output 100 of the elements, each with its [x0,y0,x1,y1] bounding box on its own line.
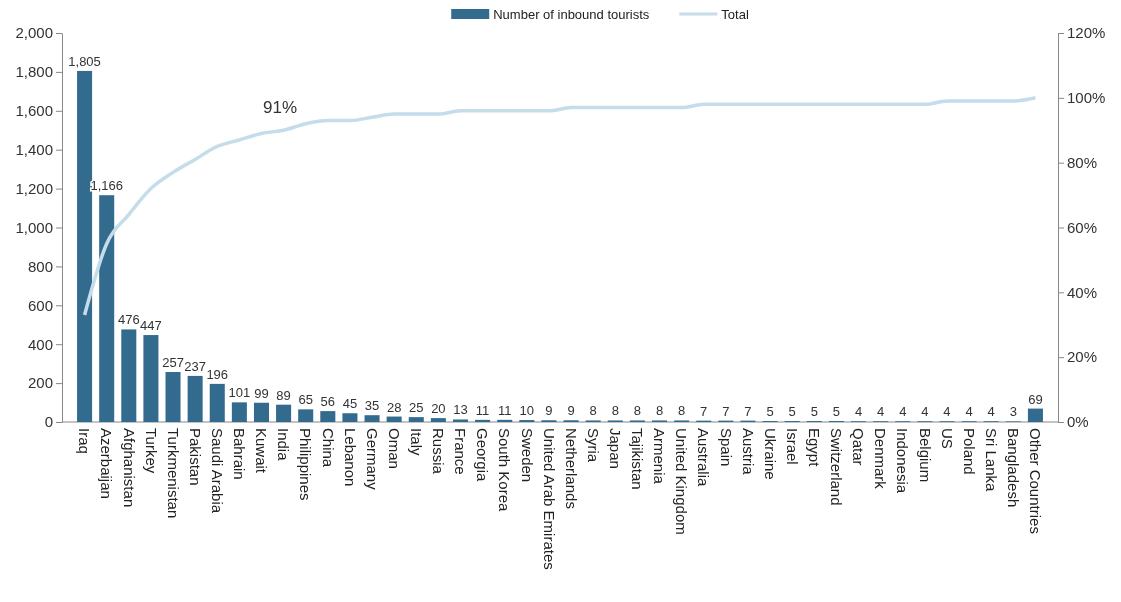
y-tick-label: 1,200 [15,179,53,197]
x-tick-label: United Arab Emirates [540,428,558,570]
x-tick-label: Oman [385,428,403,469]
data-label: 8 [678,403,686,419]
y2-tick-label: 100% [1067,89,1106,107]
x-tick-label: Saudi Arabia [209,428,226,514]
data-label: 4 [921,404,929,420]
data-label: 65 [298,392,313,408]
x-tick-label: United Kingdom [673,428,691,535]
y-tick-label: 800 [27,257,53,275]
data-label: 4 [899,404,907,420]
data-label: 25 [409,400,424,416]
x-tick-label: Switzerland [828,428,846,506]
legend-label: Total [721,6,749,22]
x-tick-label: Germany [363,428,381,491]
x-tick-label: Italy [408,428,426,457]
bar [386,416,402,422]
y-tick-label: 1,000 [15,218,53,236]
x-tick-label: Australia [695,428,713,488]
y-tick-label: 2,000 [15,24,53,42]
bar [77,70,93,422]
y-tick-label: 1,800 [15,63,53,81]
data-label: 99 [254,385,269,401]
legend-label: Number of inbound tourists [493,6,650,22]
x-tick-label: Afghanistan [120,428,138,508]
bar [452,419,469,422]
data-label: 257 [162,355,184,371]
x-tick-label: Egypt [806,428,824,468]
x-tick-label: Kuwait [253,428,271,474]
x-tick-label: Syria [584,428,602,463]
x-tick-label: Netherlands [562,428,580,509]
bar [475,419,491,422]
data-label: 1,805 [68,53,101,69]
x-tick-label: Turkey [142,428,160,474]
x-tick-label: China [319,428,337,468]
data-label: 69 [1028,391,1043,407]
data-label: 5 [788,404,796,420]
data-label: 11 [497,402,512,418]
bar [165,372,181,422]
x-tick-label: Ukraine [761,428,779,480]
bar [497,419,513,422]
bar [430,418,446,422]
x-tick-label: Philippines [297,428,315,501]
x-tick-label: Bahrain [231,428,249,480]
x-tick-label: France [452,428,470,475]
data-label: 5 [766,404,774,420]
data-label: 28 [386,399,402,415]
bar [121,329,137,422]
x-tick-label: Israel [783,428,801,465]
y2-tick-label: 120% [1067,24,1106,42]
data-label: 8 [633,403,642,419]
data-label: 56 [320,394,336,410]
y2-tick-label: 80% [1067,153,1098,171]
bar [1027,408,1043,422]
x-tick-label: Qatar [850,428,868,466]
x-tick-label: Turkmenistan [164,428,182,519]
x-tick-label: Russia [430,428,448,475]
x-tick-label: Denmark [872,428,890,490]
y-tick-label: 200 [27,374,53,392]
data-label: 8 [589,403,597,419]
x-tick-label: Bangladesh [1005,428,1023,508]
line-series [82,96,1038,317]
data-label: 101 [228,385,251,401]
y2-tick-label: 40% [1067,283,1098,301]
data-label: 4 [987,404,995,420]
y-tick-label: 600 [27,296,53,314]
x-tick-label: Poland [960,428,978,475]
x-tick-label: Japan [607,428,625,469]
data-label: 10 [519,403,535,419]
x-tick-label: Sri Lanka [982,428,1000,493]
x-tick-label: US [938,428,956,449]
bar [320,411,336,422]
bar [298,409,314,422]
data-label: 20 [431,401,446,417]
x-tick-label: Other Countries [1027,428,1045,534]
data-label: 8 [655,403,664,419]
bar [143,335,159,422]
data-label: 5 [810,404,818,420]
data-label: 3 [1009,404,1017,420]
x-tick-label: South Korea [496,428,514,513]
bar [187,375,203,422]
data-label: 45 [342,396,358,412]
data-label: 7 [700,403,708,419]
x-tick-label: Azerbaijan [98,428,116,499]
data-label: 476 [117,312,140,328]
x-tick-label: Sweden [518,428,536,483]
x-tick-label: Belgium [916,428,934,483]
x-tick-label: Armenia [651,428,669,485]
data-label: 7 [744,403,752,419]
data-label: 4 [965,404,973,420]
x-tick-label: Austria [739,428,757,476]
y-tick-label: 0 [44,413,53,431]
x-tick-label: Spain [717,428,735,467]
bar [231,402,247,422]
data-label: 4 [877,404,885,420]
bar [99,195,115,422]
y2-tick-label: 60% [1067,218,1098,236]
data-label: 13 [453,402,468,418]
data-label: 5 [832,404,841,420]
x-tick-label: India [275,428,293,462]
